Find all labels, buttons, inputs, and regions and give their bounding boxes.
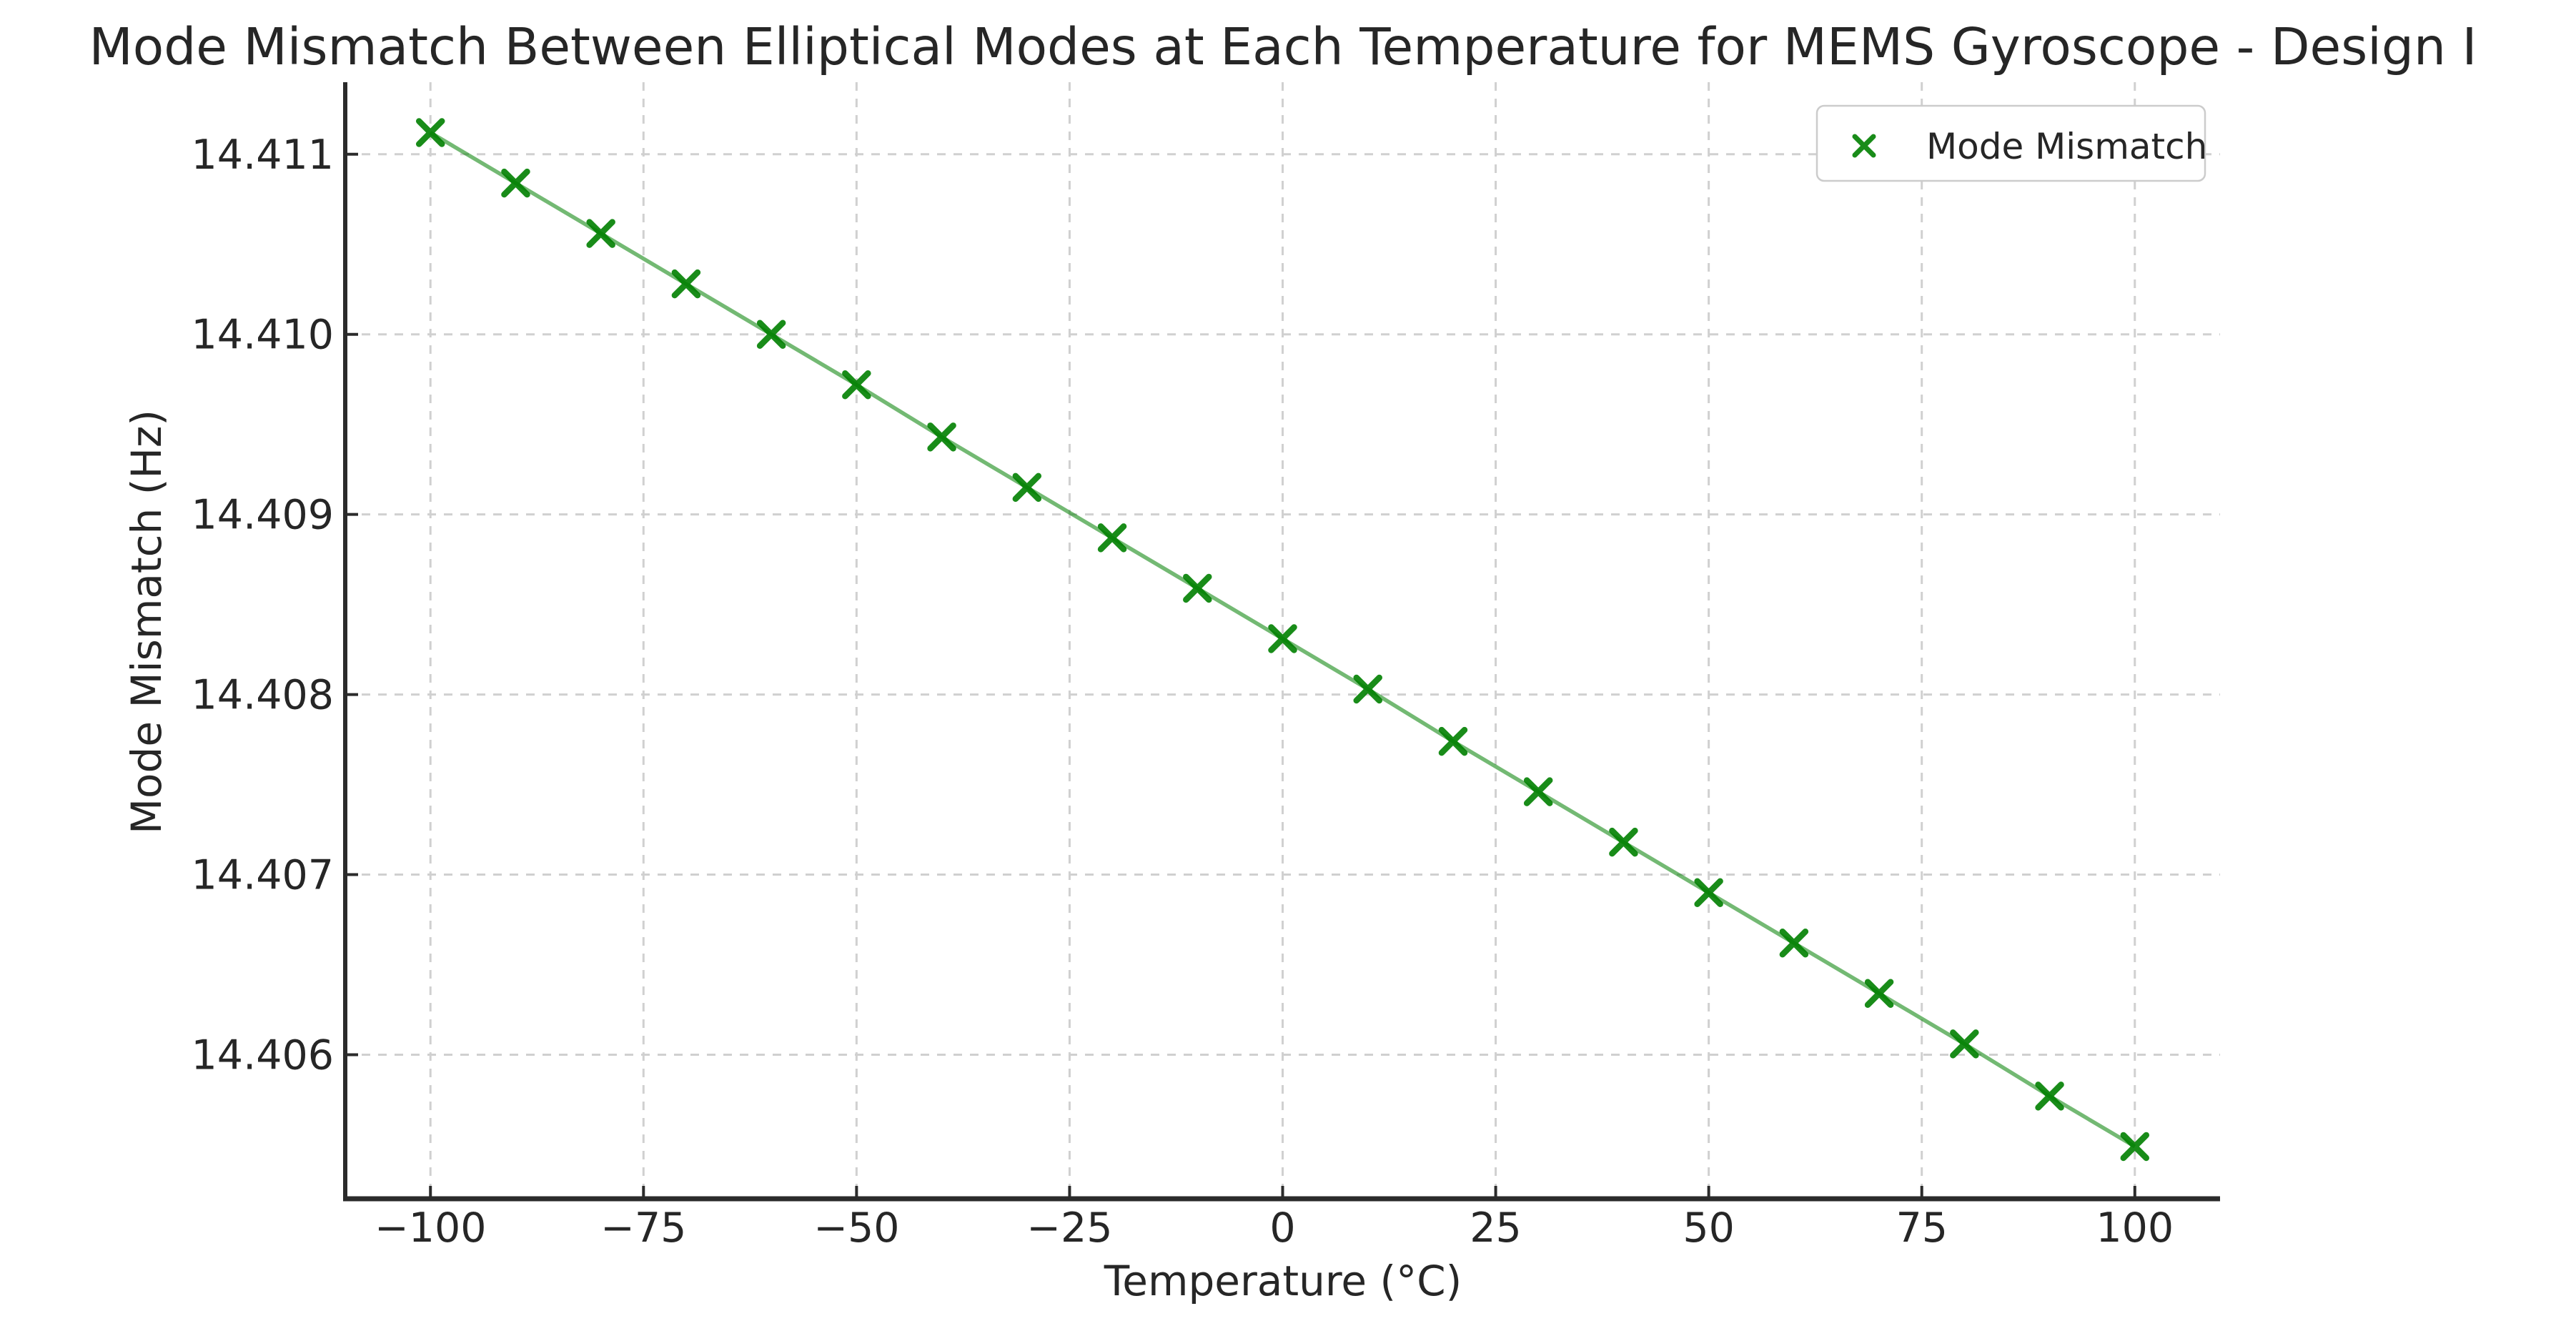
data-point-marker (1183, 573, 1212, 603)
y-tick-label: 14.408 (192, 672, 334, 719)
data-series-mode-mismatch (415, 118, 2150, 1162)
data-point-marker (415, 118, 445, 147)
legend-entry-label: Mode Mismatch (1926, 126, 2207, 167)
data-point-marker (1523, 777, 1553, 806)
legend-x-marker-icon (1852, 134, 1876, 158)
data-point-marker (1609, 827, 1638, 857)
data-point-marker (1012, 472, 1042, 503)
y-tick-label: 14.406 (192, 1031, 334, 1079)
legend: Mode Mismatch (1815, 104, 2207, 182)
legend-box (1815, 104, 2206, 182)
data-point-marker (1864, 979, 1894, 1009)
data-point-marker (756, 320, 786, 349)
data-point-marker (671, 269, 701, 299)
data-point-marker (586, 219, 615, 248)
x-tick-label: −50 (813, 1204, 899, 1252)
data-point-marker (1950, 1029, 1979, 1059)
data-point-marker (501, 168, 530, 198)
data-point-marker (1779, 929, 1809, 958)
chart-title: Mode Mismatch Between Elliptical Modes a… (89, 17, 2477, 76)
tick-labels: −100 −75 −50 −25 0 25 50 75 100 14.406 14.407 14.40… (192, 132, 2174, 1252)
y-tick-label: 14.407 (192, 852, 334, 899)
data-point-marker (1694, 878, 1723, 907)
x-tick-label: 0 (1269, 1204, 1295, 1252)
x-tick-label: 100 (2096, 1204, 2174, 1252)
data-point-marker (1438, 726, 1468, 756)
x-tick-label: 25 (1470, 1204, 1522, 1252)
tick-marks (345, 152, 2136, 1199)
y-tick-label: 14.411 (192, 132, 334, 179)
x-tick-label: 50 (1683, 1204, 1735, 1252)
y-tick-label: 14.409 (192, 492, 334, 539)
x-tick-label: −100 (375, 1204, 487, 1252)
x-tick-label: −25 (1026, 1204, 1112, 1252)
data-point-marker (842, 370, 871, 400)
data-point-marker (2035, 1082, 2064, 1111)
data-point-marker (1353, 674, 1382, 704)
x-axis-label: Temperature (°C) (1104, 1257, 1462, 1305)
data-point-marker (1268, 624, 1297, 653)
y-axis-label: Mode Mismatch (Hz) (122, 410, 171, 834)
y-tick-label: 14.410 (192, 312, 334, 359)
data-point-marker (927, 422, 956, 452)
data-point-marker (1097, 523, 1127, 553)
gridlines (345, 82, 2220, 1199)
x-tick-label: −75 (600, 1204, 686, 1252)
x-tick-label: 75 (1896, 1204, 1948, 1252)
data-point-marker (2120, 1132, 2150, 1162)
